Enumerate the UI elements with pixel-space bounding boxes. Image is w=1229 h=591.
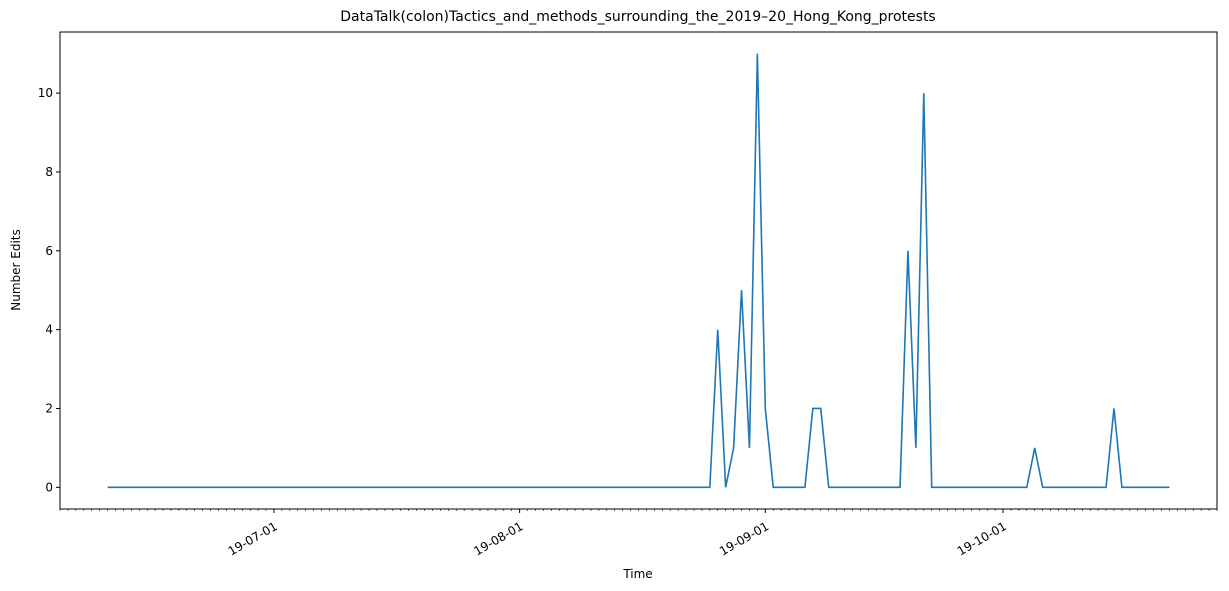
y-tick-label: 10 — [38, 86, 53, 100]
y-tick-label: 2 — [45, 401, 53, 415]
line — [107, 53, 1170, 489]
plot-frame — [59, 31, 1218, 510]
y-axis-label: Number Edits — [9, 229, 23, 311]
y-tick-label: 0 — [45, 480, 53, 494]
x-tick-label: 19-09-01 — [717, 519, 771, 558]
y-tick-label: 6 — [45, 244, 53, 258]
x-axis-label: Time — [622, 567, 652, 581]
y-tick-label: 4 — [45, 323, 53, 337]
y-tick-label: 8 — [45, 165, 53, 179]
chart-title: DataTalk(colon)Tactics_and_methods_surro… — [340, 9, 935, 25]
x-tick-label: 19-08-01 — [471, 519, 525, 558]
x-tick-label: 19-07-01 — [226, 519, 280, 558]
x-tick-label: 19-10-01 — [955, 519, 1009, 558]
